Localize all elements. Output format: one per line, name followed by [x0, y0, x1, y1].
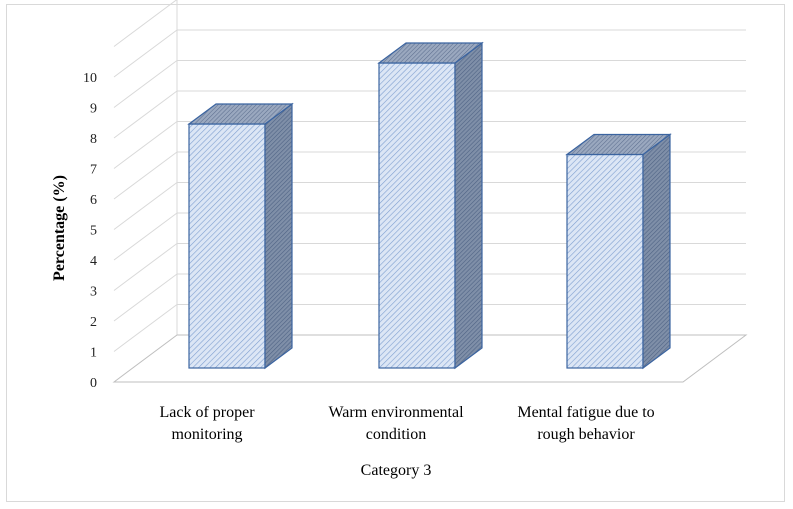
bar-side	[642, 133, 671, 370]
gridline-depth	[113, 121, 178, 169]
y-tick-label: 4	[90, 254, 97, 269]
bar-top	[565, 133, 672, 156]
y-tick-labels: 0 1 2 3 4 5 6 7 8 9 10	[83, 71, 97, 391]
y-tick-label: 8	[90, 132, 97, 147]
y-tick-label: 9	[90, 102, 97, 117]
gridline-depth	[113, 182, 178, 230]
bar	[377, 41, 484, 370]
category-label: Lack of proper monitoring	[159, 404, 255, 443]
category-label: Mental fatigue due to rough behavior	[517, 404, 654, 443]
bar	[565, 133, 672, 370]
bar-front	[378, 62, 456, 369]
y-tick-label: 2	[90, 315, 97, 330]
y-tick-label: 6	[90, 193, 97, 208]
y-tick-label: 5	[90, 224, 97, 239]
bar-front	[188, 123, 266, 369]
bar-top	[187, 103, 294, 125]
gridline-depth	[113, 29, 178, 78]
gridline-depth	[113, 90, 178, 139]
y-tick-label: 3	[90, 285, 97, 300]
gridline-depth	[113, 304, 178, 352]
bar-side	[454, 41, 483, 370]
gridline-depth	[113, 273, 178, 322]
x-axis-title: Category 3	[361, 462, 432, 479]
gridline-depth	[113, 60, 178, 108]
bar-side	[264, 102, 293, 370]
y-tick-label: 0	[90, 376, 97, 391]
bars	[187, 41, 672, 370]
gridline-depth	[113, 243, 178, 291]
y-tick-label: 1	[90, 346, 97, 361]
bar	[187, 102, 294, 370]
bar-top	[377, 42, 484, 64]
category-labels: Lack of proper monitoring Warm environment…	[159, 404, 654, 443]
gridline-depth	[113, 151, 178, 200]
y-tick-label: 10	[83, 71, 97, 86]
gridline-depth	[113, 212, 178, 261]
category-label: Warm environmental condition	[328, 404, 464, 443]
bar-front	[566, 153, 644, 369]
gridline-depth	[113, 0, 178, 47]
y-tick-label: 7	[90, 163, 97, 178]
y-axis-title: Percentage (%)	[51, 175, 68, 281]
